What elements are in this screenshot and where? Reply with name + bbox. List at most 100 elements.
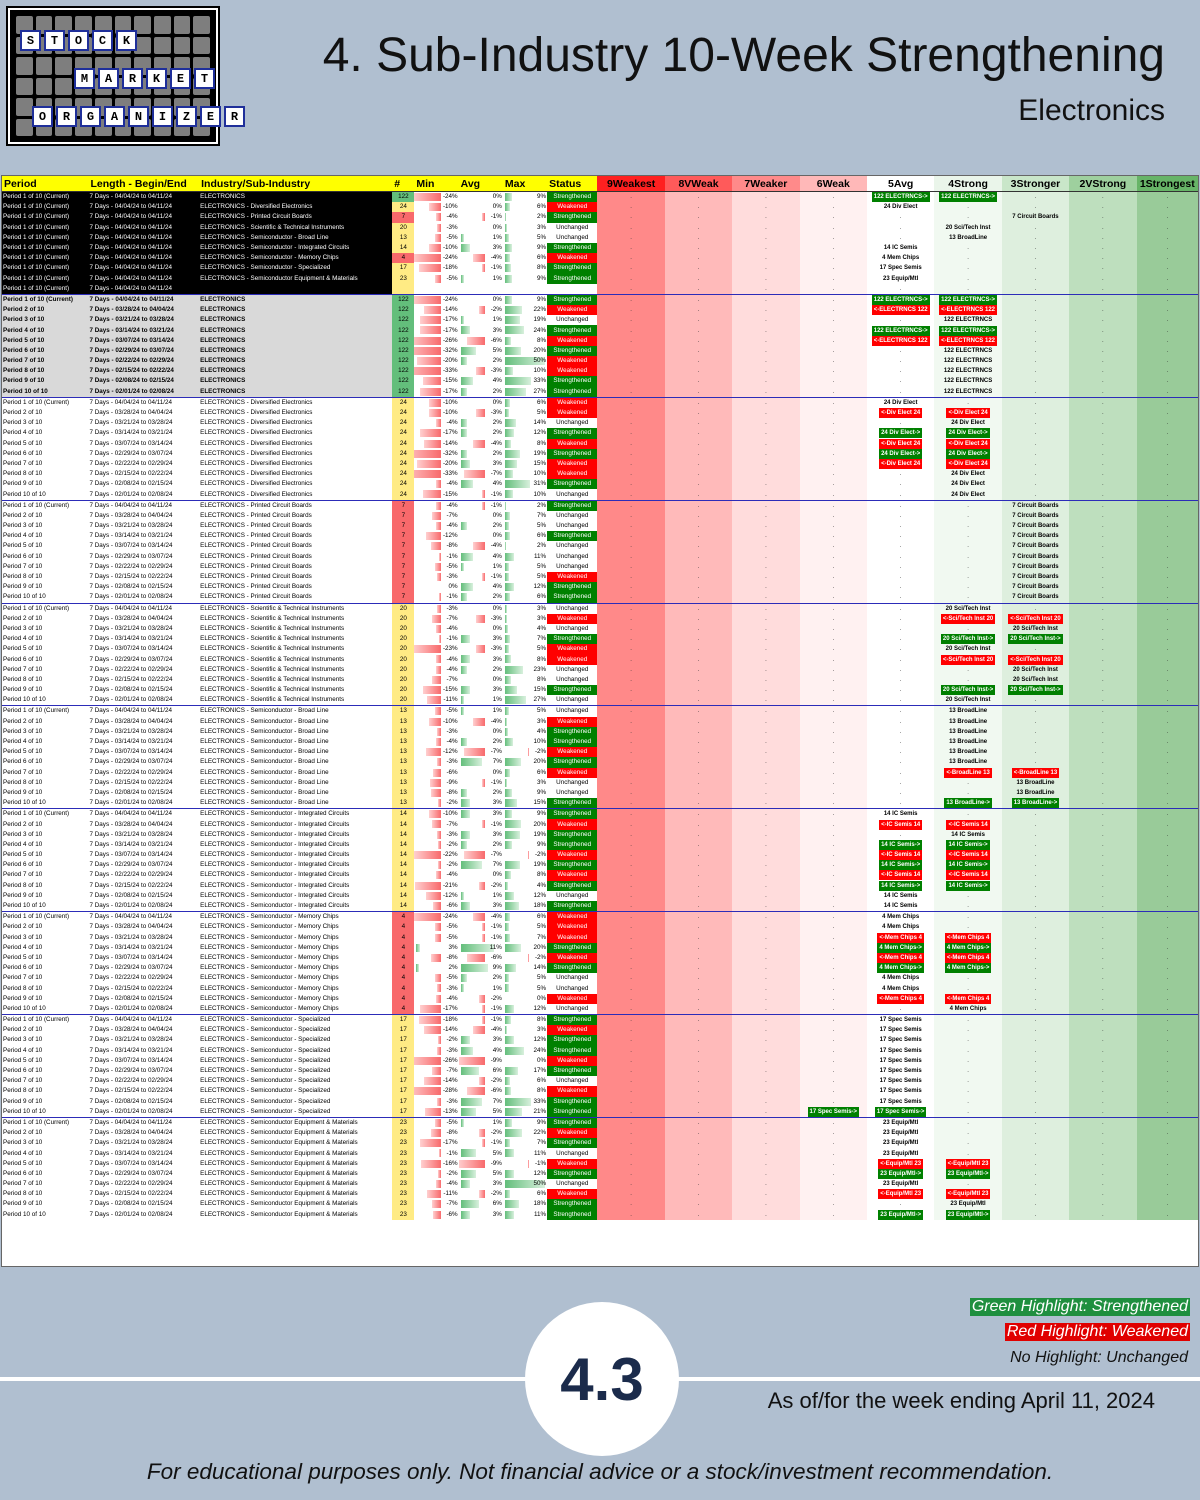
length-cell: 7 Days - 04/04/24 to 04/11/24 xyxy=(88,222,200,233)
min-cell: -5% xyxy=(414,274,458,284)
zone-cell: 24 Div Elect xyxy=(934,489,1002,501)
period-cell: Period 9 of 10 xyxy=(3,994,43,1002)
zone-cell: . xyxy=(799,510,867,521)
percent-value: -2% xyxy=(446,799,458,807)
count-cell: 17 xyxy=(392,1065,415,1077)
percent-value: -1% xyxy=(490,923,502,931)
percent-value: 2% xyxy=(492,357,502,365)
min-cell: -33% xyxy=(414,469,458,479)
zone-cell: . xyxy=(732,911,800,923)
percent-value: 10% xyxy=(533,738,547,746)
avg-cell: 0% xyxy=(459,624,503,634)
zone-cell: . xyxy=(597,458,665,470)
zone-cell: . xyxy=(799,356,867,367)
industry-cell: ELECTRONICS - Diversified Electronics xyxy=(200,439,313,447)
length-cell: 7 Days - 03/07/24 to 03/14/24 xyxy=(88,335,200,346)
status-cell: Strengthened xyxy=(547,499,598,511)
negative-value-bar xyxy=(463,470,485,479)
table-row: Period 8 of 10 7 Days - 02/15/24 to 02/22… xyxy=(2,469,1198,480)
zone-cell: . xyxy=(1001,900,1070,912)
zone-cell: 17 Spec Semis xyxy=(866,1096,935,1107)
status-cell: Unchanged xyxy=(556,1149,589,1157)
zone-cell: . xyxy=(732,469,800,480)
count-cell: 13 xyxy=(392,736,415,748)
zone-cell: . xyxy=(799,1189,867,1200)
percent-value: -26% xyxy=(442,336,458,344)
status-cell: Strengthened xyxy=(547,479,598,490)
negative-value-bar xyxy=(414,295,441,304)
zone-cell: . xyxy=(664,973,733,984)
zone-cell: . xyxy=(1069,1158,1137,1169)
zone-cell: . xyxy=(1136,850,1198,861)
count-cell: 4 xyxy=(392,942,415,953)
length-cell: 7 Days - 02/15/24 to 02/22/24 xyxy=(88,366,200,377)
negative-value-bar xyxy=(463,748,485,757)
percent-value: -10% xyxy=(442,810,458,818)
zone-cell: . xyxy=(934,571,1002,583)
length-cell: 7 Days - 04/04/24 to 04/11/24 xyxy=(88,283,200,295)
percent-value: -10% xyxy=(442,409,458,417)
avg-cell: 3% xyxy=(459,325,503,335)
percent-value: 5% xyxy=(537,984,547,992)
min-cell: -26% xyxy=(414,336,458,346)
zone-cell: . xyxy=(934,242,1002,254)
negative-value-bar xyxy=(427,1190,441,1199)
zone-cell: . xyxy=(866,489,935,501)
zone-cell: <-IC Semis 14 xyxy=(934,819,1002,830)
industry-cell: ELECTRONICS - Printed Circuit Boards xyxy=(200,583,312,591)
percent-value: -9% xyxy=(490,1159,502,1167)
positive-value-bar xyxy=(504,408,509,417)
zone-cell: . xyxy=(664,335,733,346)
min-cell: -4% xyxy=(414,624,458,634)
percent-value: 3% xyxy=(537,778,547,786)
percent-value: -6% xyxy=(446,768,458,776)
max-cell: 22% xyxy=(503,1128,547,1138)
period-cell: Period 5 of 10 xyxy=(3,953,43,961)
length-cell: 7 Days - 03/14/24 to 03/21/24 xyxy=(89,429,173,437)
min-cell: -3% xyxy=(414,1097,458,1107)
count-cell: 122 xyxy=(392,335,415,346)
zone-cell: <-IC Semis 14 xyxy=(934,870,1002,881)
zone-cell: . xyxy=(1069,1189,1137,1200)
zone-cell: . xyxy=(1069,767,1137,778)
positive-value-bar xyxy=(504,419,517,428)
zone-cell: . xyxy=(664,1148,733,1159)
zone-cell: . xyxy=(1069,1025,1137,1036)
zone-cell: . xyxy=(1001,438,1070,449)
status-cell: Strengthened xyxy=(547,1209,598,1220)
max-cell: 5% xyxy=(503,408,547,418)
zone-cell: . xyxy=(1069,829,1137,840)
min-cell: -3% xyxy=(414,223,458,233)
zone-label: 122 ELECTRNCS-> xyxy=(871,325,930,336)
zone-label: 14 IC Semis-> xyxy=(879,839,923,850)
zone-cell: . xyxy=(597,1128,665,1139)
max-cell: 31% xyxy=(503,479,547,489)
zone-cell: . xyxy=(1136,212,1198,223)
zone-cell: . xyxy=(732,438,800,449)
positive-value-bar xyxy=(504,1066,519,1075)
period-cell: Period 4 of 10 xyxy=(3,1046,43,1054)
period-cell: Period 7 of 10 xyxy=(3,1077,43,1085)
length-cell: 7 Days - 03/14/24 to 03/21/24 xyxy=(89,738,173,746)
zone-cell: . xyxy=(732,1045,800,1056)
negative-value-bar xyxy=(428,408,441,417)
logo-tile xyxy=(193,16,210,34)
max-cell: 4% xyxy=(503,727,547,737)
zone-cell: . xyxy=(1001,1209,1070,1220)
zone-cell: . xyxy=(1069,860,1137,871)
min-cell: -24% xyxy=(414,192,458,203)
length-cell: 7 Days - 03/28/24 to 04/04/24 xyxy=(89,1026,173,1034)
period-cell: Period 8 of 10 xyxy=(2,366,89,377)
zone-cell: . xyxy=(1001,1014,1070,1026)
percent-value: -10% xyxy=(442,203,458,211)
count-cell: 20 xyxy=(392,644,415,655)
negative-value-bar xyxy=(428,717,441,726)
zone-cell: . xyxy=(1001,293,1070,306)
zone-cell: 24 Div Elect-> xyxy=(866,448,935,459)
period-cell: Period 1 of 10 (Current) xyxy=(2,705,89,717)
min-cell: -10% xyxy=(414,808,459,820)
zone-cell: . xyxy=(866,787,935,799)
industry-cell: ELECTRONICS - Semiconductor Equipment & … xyxy=(200,1180,358,1188)
zone-cell: . xyxy=(934,263,1002,274)
